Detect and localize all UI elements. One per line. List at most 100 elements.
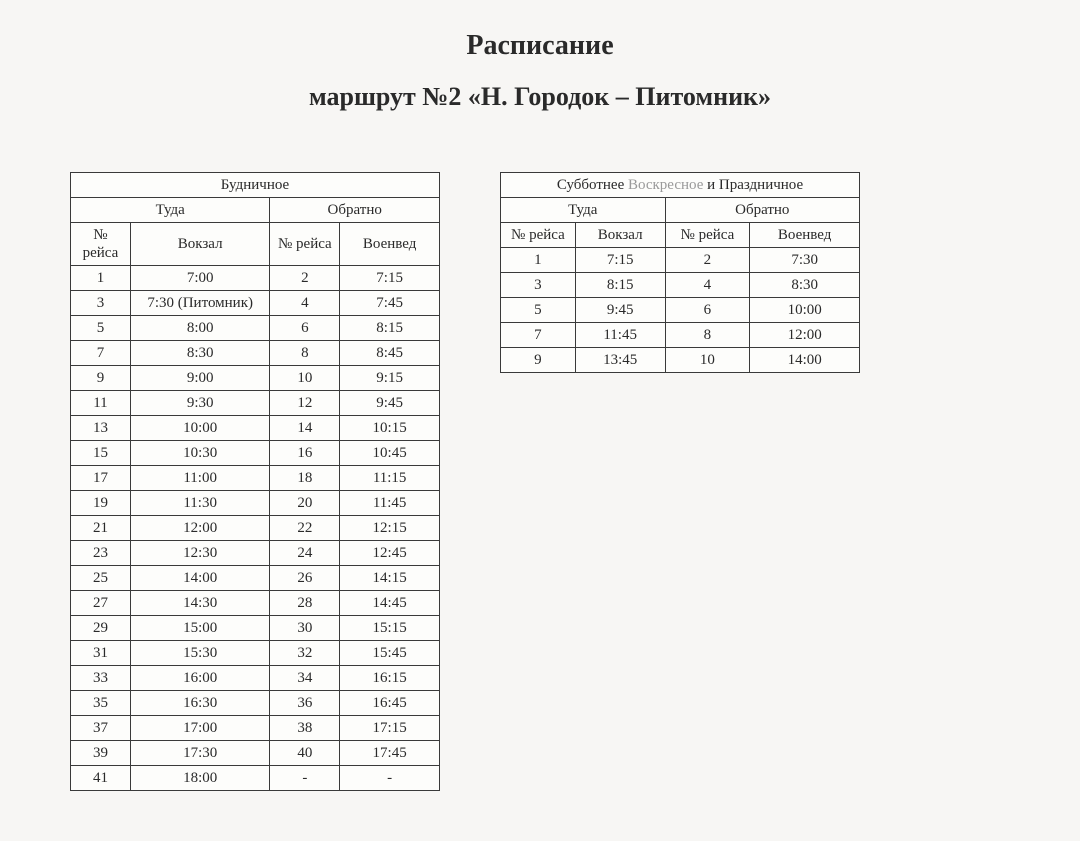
table-cell: 17:15: [340, 716, 440, 741]
table-cell: 10:30: [130, 441, 270, 466]
table-cell: 16:45: [340, 691, 440, 716]
table-cell: 11: [71, 391, 131, 416]
table-cell: 3: [501, 273, 576, 298]
table-row: 2915:003015:15: [71, 616, 440, 641]
table-cell: 1: [501, 248, 576, 273]
table-cell: 11:00: [130, 466, 270, 491]
col-header: № рейса: [71, 223, 131, 266]
table-cell: 18:00: [130, 766, 270, 791]
table-cell: 3: [71, 291, 131, 316]
weekend-top-mid-faded: Воскресное: [628, 177, 703, 193]
table-cell: 14:00: [750, 348, 860, 373]
table-cell: 21: [71, 516, 131, 541]
route-subtitle: маршрут №2 «Н. Городок – Питомник»: [60, 82, 1020, 112]
table-row: 58:0068:15: [71, 316, 440, 341]
table-row: 1510:301610:45: [71, 441, 440, 466]
table-cell: 12:45: [340, 541, 440, 566]
table-cell: 12:00: [130, 516, 270, 541]
table-cell: 12:30: [130, 541, 270, 566]
table-cell: 29: [71, 616, 131, 641]
table-cell: 13:45: [575, 348, 665, 373]
table-cell: 7:15: [340, 266, 440, 291]
table-cell: 17:45: [340, 741, 440, 766]
table-cell: 8:45: [340, 341, 440, 366]
table-cell: 15:30: [130, 641, 270, 666]
table-cell: 35: [71, 691, 131, 716]
table-cell: 10: [665, 348, 750, 373]
table-cell: 7:30 (Питомник): [130, 291, 270, 316]
schedule-page: Расписание маршрут №2 «Н. Городок – Пито…: [0, 0, 1080, 841]
table-row: 4118:00--: [71, 766, 440, 791]
table-row: 2312:302412:45: [71, 541, 440, 566]
table-cell: 5: [71, 316, 131, 341]
table-cell: 2: [270, 266, 340, 291]
table-cell: 14:15: [340, 566, 440, 591]
col-header: Военвед: [340, 223, 440, 266]
table-cell: 37: [71, 716, 131, 741]
col-header: Военвед: [750, 223, 860, 248]
table-cell: 9: [71, 366, 131, 391]
weekday-header-top: Будничное: [71, 173, 440, 198]
table-cell: 6: [665, 298, 750, 323]
table-row: 3316:003416:15: [71, 666, 440, 691]
table-cell: 13: [71, 416, 131, 441]
table-cell: 39: [71, 741, 131, 766]
table-row: 711:45812:00: [501, 323, 860, 348]
table-cell: 18: [270, 466, 340, 491]
table-cell: 8:15: [340, 316, 440, 341]
table-cell: 7:45: [340, 291, 440, 316]
table-row: 99:00109:15: [71, 366, 440, 391]
table-cell: 7: [501, 323, 576, 348]
table-cell: 17: [71, 466, 131, 491]
table-row: 2112:002212:15: [71, 516, 440, 541]
weekend-top-left: Субботнее: [557, 177, 624, 193]
table-row: 78:3088:45: [71, 341, 440, 366]
table-cell: 17:00: [130, 716, 270, 741]
weekend-header-left: Туда: [501, 198, 666, 223]
table-cell: 12:00: [750, 323, 860, 348]
col-header: № рейса: [501, 223, 576, 248]
weekday-header-left: Туда: [71, 198, 270, 223]
table-cell: 14: [270, 416, 340, 441]
table-cell: 12: [270, 391, 340, 416]
weekend-tbody: 17:1527:3038:1548:3059:45610:00711:45812…: [501, 248, 860, 373]
table-cell: 9:30: [130, 391, 270, 416]
table-cell: 9: [501, 348, 576, 373]
table-row: 3115:303215:45: [71, 641, 440, 666]
weekend-top-right: и Праздничное: [707, 177, 803, 193]
table-cell: 7:00: [130, 266, 270, 291]
table-cell: 4: [665, 273, 750, 298]
table-cell: 31: [71, 641, 131, 666]
col-header: Вокзал: [575, 223, 665, 248]
page-title: Расписание: [60, 30, 1020, 62]
table-row: 3516:303616:45: [71, 691, 440, 716]
table-cell: 4: [270, 291, 340, 316]
table-cell: 16:00: [130, 666, 270, 691]
table-cell: 27: [71, 591, 131, 616]
table-row: 17:0027:15: [71, 266, 440, 291]
table-row: 37:30 (Питомник)47:45: [71, 291, 440, 316]
col-header: № рейса: [270, 223, 340, 266]
table-cell: 9:15: [340, 366, 440, 391]
table-cell: 20: [270, 491, 340, 516]
table-cell: 16: [270, 441, 340, 466]
table-cell: 15:15: [340, 616, 440, 641]
table-cell: 8:30: [750, 273, 860, 298]
table-cell: 10: [270, 366, 340, 391]
table-cell: 17:30: [130, 741, 270, 766]
table-cell: 8:15: [575, 273, 665, 298]
table-cell: 12:15: [340, 516, 440, 541]
table-cell: 7:30: [750, 248, 860, 273]
table-cell: 32: [270, 641, 340, 666]
table-cell: 36: [270, 691, 340, 716]
table-cell: 7: [71, 341, 131, 366]
table-row: 17:1527:30: [501, 248, 860, 273]
table-row: 59:45610:00: [501, 298, 860, 323]
table-cell: 28: [270, 591, 340, 616]
table-cell: 16:15: [340, 666, 440, 691]
col-header: Вокзал: [130, 223, 270, 266]
table-cell: 10:45: [340, 441, 440, 466]
table-row: 913:451014:00: [501, 348, 860, 373]
table-cell: 14:00: [130, 566, 270, 591]
weekend-header-top: Субботнее Воскресное и Праздничное: [501, 173, 860, 198]
